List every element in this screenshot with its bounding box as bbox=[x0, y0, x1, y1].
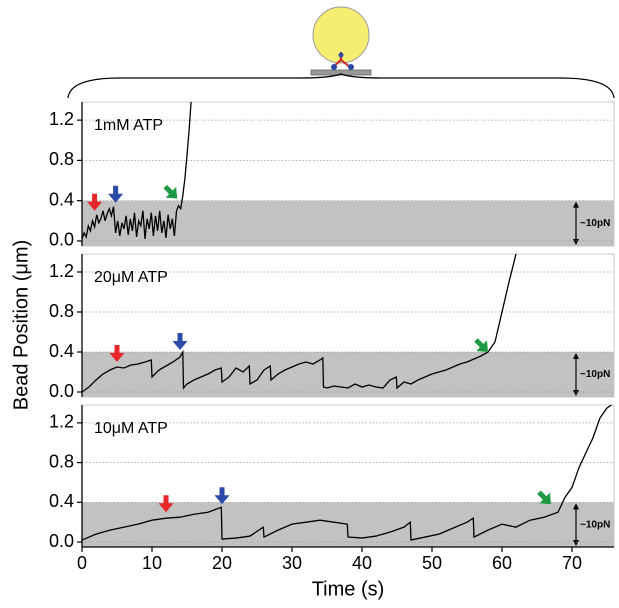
panel-label: 20μM ATP bbox=[94, 269, 168, 286]
head bbox=[331, 64, 337, 70]
head bbox=[348, 64, 354, 70]
event-arrow bbox=[214, 487, 230, 505]
y-axis-label: Bead Position (μm) bbox=[10, 240, 32, 410]
brace bbox=[67, 73, 615, 99]
force-label: ~10pN bbox=[580, 369, 610, 380]
trace bbox=[82, 405, 613, 541]
x-axis-label: Time (s) bbox=[312, 578, 385, 600]
event-arrow bbox=[109, 345, 125, 362]
y-tick-label: 1.2 bbox=[49, 412, 74, 432]
y-tick-label: 1.2 bbox=[49, 261, 74, 281]
event-arrow bbox=[537, 490, 552, 505]
bead-diagram bbox=[67, 6, 615, 99]
y-tick-label: 0.0 bbox=[49, 531, 74, 551]
surface bbox=[310, 69, 372, 76]
head bbox=[338, 52, 344, 58]
y-tick-label: 0.8 bbox=[49, 451, 74, 471]
event-arrow bbox=[172, 333, 188, 350]
event-arrow bbox=[474, 338, 488, 352]
x-tick-label: 20 bbox=[212, 553, 232, 573]
panel-label: 1mM ATP bbox=[94, 117, 163, 134]
bead bbox=[312, 6, 370, 64]
shaded-band bbox=[82, 502, 614, 547]
event-arrow bbox=[163, 184, 178, 199]
force-label: ~10pN bbox=[580, 519, 610, 530]
x-tick-label: 40 bbox=[352, 553, 372, 573]
x-tick-label: 70 bbox=[562, 553, 582, 573]
panel-label: 10μM ATP bbox=[94, 420, 168, 437]
y-tick-label: 0.0 bbox=[49, 381, 74, 401]
y-tick-label: 1.2 bbox=[49, 109, 74, 129]
event-arrow bbox=[108, 185, 124, 203]
y-tick-label: 0.4 bbox=[49, 189, 74, 209]
y-tick-label: 0.4 bbox=[49, 491, 74, 511]
x-tick-label: 10 bbox=[142, 553, 162, 573]
event-arrow bbox=[87, 193, 103, 211]
event-arrow bbox=[158, 495, 174, 513]
shaded-band bbox=[82, 352, 614, 397]
y-tick-label: 0.0 bbox=[49, 230, 74, 250]
y-tick-label: 0.8 bbox=[49, 301, 74, 321]
y-tick-label: 0.8 bbox=[49, 149, 74, 169]
x-tick-label: 0 bbox=[77, 553, 87, 573]
shaded-band bbox=[82, 200, 614, 246]
x-tick-label: 50 bbox=[422, 553, 442, 573]
force-label: ~10pN bbox=[580, 218, 610, 229]
trace bbox=[82, 254, 517, 393]
y-tick-label: 0.4 bbox=[49, 341, 74, 361]
x-tick-label: 30 bbox=[282, 553, 302, 573]
trace bbox=[82, 102, 192, 240]
x-tick-label: 60 bbox=[492, 553, 512, 573]
